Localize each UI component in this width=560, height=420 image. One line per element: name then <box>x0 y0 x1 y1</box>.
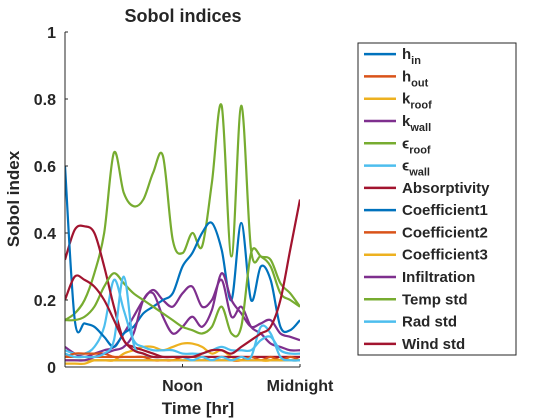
y-tick-label: 0.6 <box>34 159 56 176</box>
x-tick-label: Noon <box>162 378 203 395</box>
series-line-5 <box>65 103 300 322</box>
legend-label: Coefficient1 <box>402 202 488 219</box>
plot-background <box>65 32 300 367</box>
series-line-12 <box>65 247 300 338</box>
y-tick-label: 0.8 <box>34 92 56 109</box>
legend-entry: Rad std <box>364 314 457 331</box>
legend-entry: Absorptivity <box>364 180 490 197</box>
legend-entry: ϵwall <box>364 158 430 179</box>
series-line-8 <box>65 165 300 348</box>
legend-entry: Coefficient1 <box>364 202 488 219</box>
legend-entry: hin <box>364 46 421 67</box>
series-line-6 <box>65 278 300 356</box>
legend-entry: Wind std <box>364 336 465 353</box>
legend-label: Coefficient3 <box>402 247 488 264</box>
legend-box <box>357 42 517 356</box>
legend-label: ϵwall <box>402 158 430 179</box>
x-axis-ticks: Noon Midnight <box>162 364 334 395</box>
legend-label: kwall <box>402 113 431 134</box>
y-tick-label: 0.2 <box>34 293 56 310</box>
legend-entry: ϵroof <box>364 135 431 156</box>
legend-label: Absorptivity <box>402 180 490 197</box>
series-line-14 <box>65 199 300 359</box>
y-tick-label: 1 <box>47 25 56 42</box>
legend-label: Rad std <box>402 314 457 331</box>
legend-label: hin <box>402 46 421 67</box>
legend-entry: kroof <box>364 91 432 112</box>
legend-entry: Temp std <box>364 291 468 308</box>
legend-entry: Coefficient2 <box>364 224 488 241</box>
legend-label: Infiltration <box>402 269 475 286</box>
legend-entry: kwall <box>364 113 431 134</box>
y-axis-ticks: 0 0.2 0.4 0.6 0.8 1 <box>34 25 68 377</box>
x-axis-label: Time [hr] <box>162 399 234 418</box>
plot-area <box>64 32 300 368</box>
y-axis-label: Sobol index <box>4 150 23 247</box>
legend-entry: Coefficient3 <box>364 247 488 264</box>
legend-label: kroof <box>402 91 432 112</box>
legend-entry: hout <box>364 68 429 89</box>
legend-label: hout <box>402 68 429 89</box>
y-tick-label: 0 <box>47 360 56 377</box>
legend-label: Wind std <box>402 336 465 353</box>
x-tick-label: Midnight <box>267 378 334 395</box>
chart-title: Sobol indices <box>124 6 241 26</box>
y-tick-label: 0.4 <box>34 226 56 243</box>
legend-label: Coefficient2 <box>402 224 488 241</box>
legend-label: ϵroof <box>402 135 431 156</box>
series-lines <box>65 103 300 365</box>
legend-entry: Infiltration <box>364 269 475 286</box>
legend-label: Temp std <box>402 291 468 308</box>
